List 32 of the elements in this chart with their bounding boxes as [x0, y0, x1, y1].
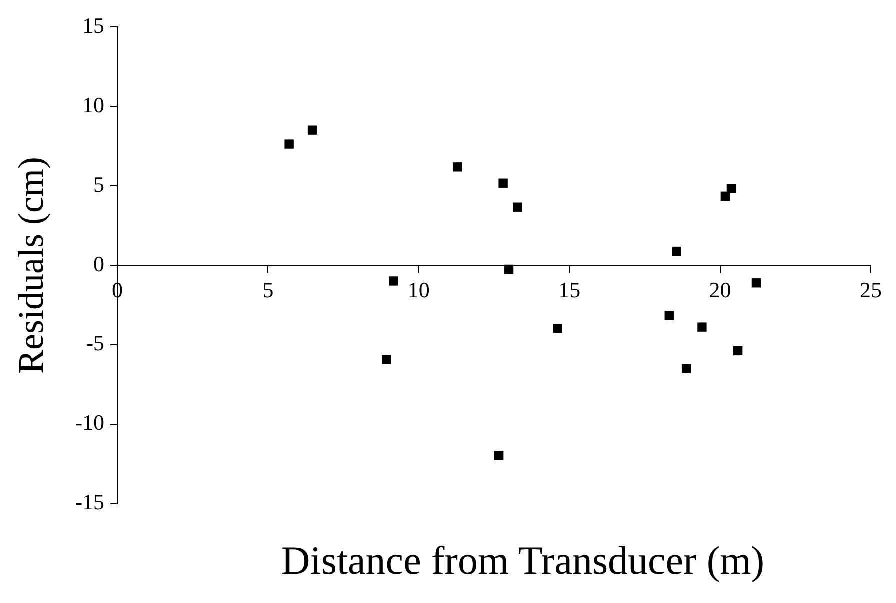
point	[553, 324, 562, 334]
point	[284, 140, 294, 149]
point	[382, 355, 392, 364]
y-tick-label: -15	[75, 490, 105, 515]
y-tick-label: 15	[82, 12, 105, 38]
point	[664, 311, 674, 320]
y-tick-label: -10	[75, 410, 105, 436]
point	[389, 276, 398, 286]
point	[733, 346, 743, 356]
x-tick-label: 15	[558, 277, 581, 302]
point	[720, 192, 730, 201]
point	[494, 451, 504, 460]
x-axis-title: Distance from Transducer (m)	[280, 537, 766, 585]
y-tick-label: 0	[94, 251, 105, 276]
point	[513, 202, 522, 212]
point	[726, 184, 736, 194]
point	[504, 264, 514, 274]
y-tick-label: 10	[82, 92, 105, 118]
point	[498, 178, 508, 188]
point	[453, 162, 462, 172]
x-tick-label: 5	[262, 277, 274, 302]
point	[698, 322, 707, 332]
point	[682, 364, 692, 374]
point	[672, 246, 682, 256]
y-tick-label: -5	[86, 330, 105, 356]
point	[752, 278, 762, 288]
point	[308, 126, 318, 135]
x-tick-label: 25	[860, 277, 882, 302]
x-tick-label: 10	[408, 277, 430, 302]
y-axis-title: Residuals (cm)	[11, 157, 52, 374]
y-tick-label: 5	[94, 172, 105, 197]
x-tick-label: 20	[709, 277, 732, 302]
